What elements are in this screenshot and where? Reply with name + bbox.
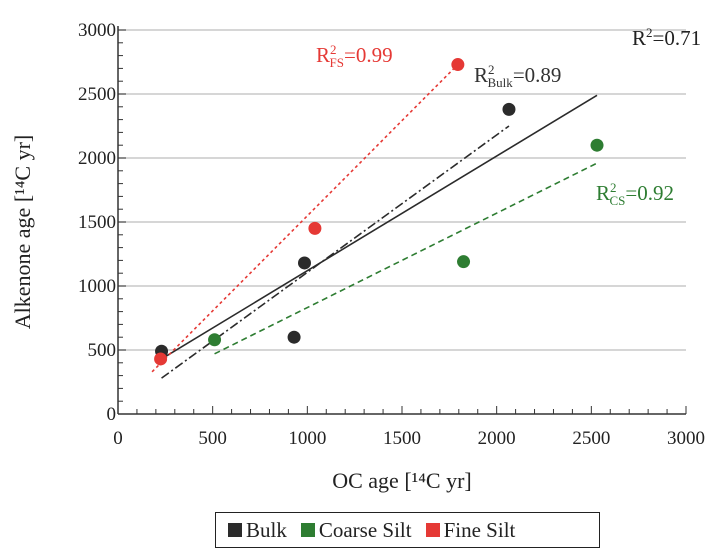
point-bulk-3 [502, 102, 516, 116]
legend-label-coarse-silt: Coarse Silt [318, 517, 412, 542]
y-tick-label-1000: 1000 [78, 276, 116, 297]
y-tick-label-2500: 2500 [78, 84, 116, 105]
legend-label-fine-silt: Fine Silt [443, 517, 516, 542]
data-points [154, 58, 604, 366]
y-tick-label-500: 500 [88, 340, 117, 361]
legend: Bulk Coarse Silt Fine Silt [215, 512, 600, 548]
y-axis-title: Alkenone age [¹⁴C yr] [10, 135, 35, 329]
r2-label-bulk: R2 Bulk=0.89 [474, 62, 561, 90]
overall-fit-line [161, 94, 598, 360]
legend-item-coarse-silt: Coarse Silt [300, 517, 412, 543]
x-axis-title: OC age [¹⁴C yr] [332, 468, 472, 493]
gridlines [118, 29, 686, 351]
point-bulk-2 [287, 330, 301, 344]
r2-label-fine-silt: R2 FS=0.99 [316, 42, 393, 70]
x-tick-label-1000: 1000 [288, 428, 326, 449]
r2-labels: R2 FS=0.99 R2 Bulk=0.89 R2 CS=0.92 R2=0.71 [316, 25, 701, 208]
axes: 0 500 1000 1500 2000 2500 3000 0 500 1000 1500 2000… [78, 20, 705, 449]
y-tick-label-3000: 3000 [78, 20, 116, 41]
y-tick-label-0: 0 [107, 404, 117, 425]
legend-swatch-coarse-silt [300, 523, 315, 537]
x-tick-label-1500: 1500 [383, 428, 421, 449]
point-fine-silt-0 [154, 352, 168, 366]
x-tick-label-500: 500 [198, 428, 227, 449]
point-coarse-silt-0 [208, 333, 222, 347]
fit-line-coarse-silt [214, 162, 598, 355]
fit-line-fine-silt [151, 63, 459, 373]
legend-item-bulk: Bulk [228, 518, 287, 543]
legend-swatch-bulk [228, 523, 242, 537]
point-fine-silt-2 [451, 58, 465, 72]
point-bulk-1 [297, 256, 311, 270]
point-coarse-silt-1 [457, 255, 471, 269]
point-fine-silt-1 [308, 221, 322, 235]
point-coarse-silt-2 [590, 138, 604, 152]
x-tick-label-2000: 2000 [478, 428, 516, 449]
y-tick-label-2000: 2000 [78, 148, 116, 169]
r2-label-overall: R2=0.71 [632, 25, 701, 50]
y-tick-label-1500: 1500 [78, 212, 116, 233]
legend-label-bulk: Bulk [246, 517, 287, 542]
legend-item-fine-silt: Fine Silt [425, 517, 516, 543]
x-tick-label-2500: 2500 [572, 428, 610, 449]
legend-swatch-fine-silt [425, 523, 440, 537]
x-tick-label-3000: 3000 [667, 428, 705, 449]
x-tick-label-0: 0 [113, 428, 123, 449]
r2-label-coarse-silt: R2 CS=0.92 [596, 180, 674, 208]
